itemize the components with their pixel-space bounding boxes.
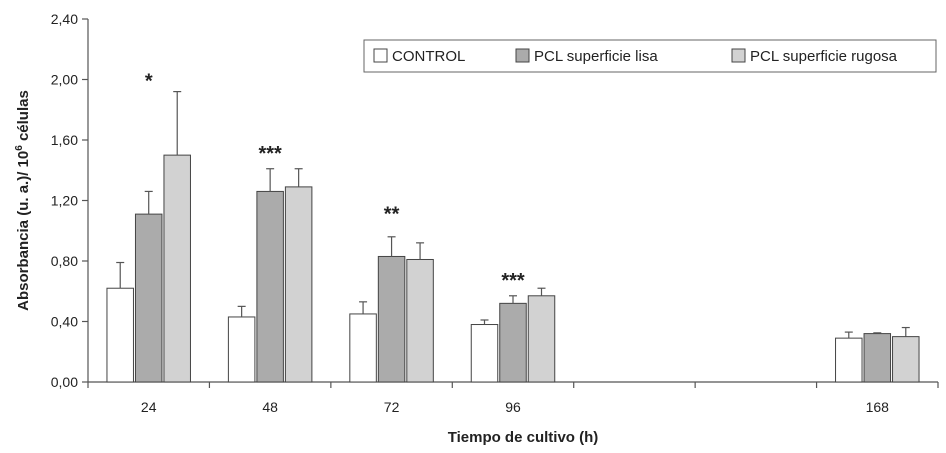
bar <box>106 287 134 383</box>
y-axis-title-tail: células <box>15 90 32 145</box>
bar <box>892 336 920 383</box>
y-axis-title: Absorbancia (u. a.)/ 106 células <box>14 90 32 311</box>
bar <box>256 190 284 383</box>
x-tick-label: 72 <box>384 399 400 415</box>
legend-swatch <box>373 48 388 63</box>
bar <box>377 255 406 383</box>
significance-label: * <box>145 71 153 93</box>
x-tick-label: 48 <box>262 399 278 415</box>
legend-label: CONTROL <box>392 48 465 65</box>
y-axis-title-main: Absorbancia (u. a.)/ 10 <box>15 151 32 311</box>
legend-label: PCL superficie lisa <box>534 48 658 65</box>
x-tick-label: 24 <box>141 399 157 415</box>
significance-label: *** <box>501 270 525 292</box>
bar <box>470 324 499 383</box>
y-tick-label: 1,60 <box>51 132 78 148</box>
y-tick-label: 0,40 <box>51 314 78 330</box>
y-tick-label: 0,80 <box>51 253 78 269</box>
bar <box>134 213 163 383</box>
bar <box>284 186 313 383</box>
bar <box>499 302 527 383</box>
y-tick-label: 0,00 <box>51 374 78 390</box>
bar <box>406 258 434 383</box>
legend-label: PCL superficie rugosa <box>750 48 898 65</box>
significance-label: ** <box>384 204 400 226</box>
y-tick-label: 2,40 <box>51 11 78 27</box>
x-axis-title: Tiempo de cultivo (h) <box>448 429 599 446</box>
legend-swatch <box>515 48 530 63</box>
x-tick-label: 168 <box>866 399 890 415</box>
bar <box>163 154 191 383</box>
x-tick-label: 96 <box>505 399 521 415</box>
bar <box>863 333 892 383</box>
bar <box>349 313 377 383</box>
y-tick-label: 1,20 <box>51 193 78 209</box>
legend-swatch <box>731 48 746 63</box>
bar <box>227 316 256 383</box>
legend-box <box>363 39 937 73</box>
bar <box>527 295 556 383</box>
y-axis-title-superscript: 6 <box>14 145 25 151</box>
significance-label: *** <box>258 143 282 165</box>
y-tick-label: 2,00 <box>51 72 78 88</box>
bar <box>835 337 863 383</box>
